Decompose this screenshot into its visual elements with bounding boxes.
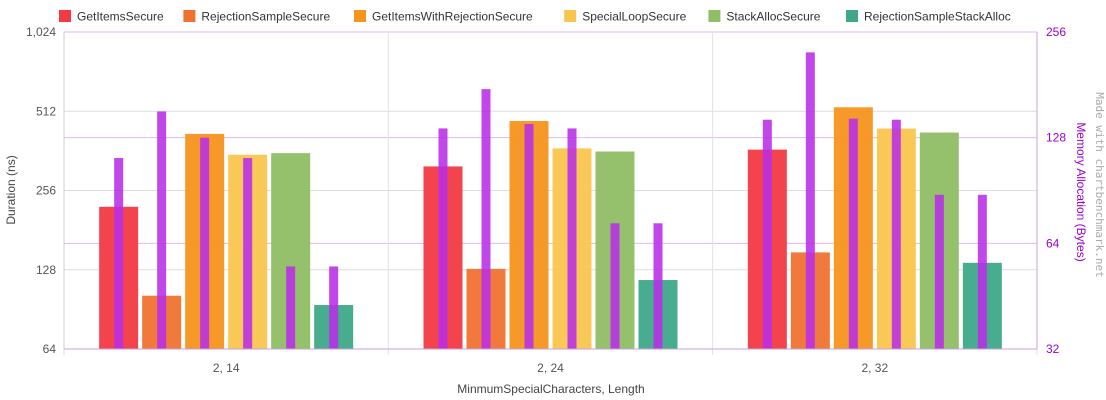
axes: 64 128 256 512 1,024 32 64 128 256 2, 14 2, 24 2, 3… bbox=[26, 25, 1066, 375]
allocation-bar bbox=[848, 118, 858, 349]
legend-swatch bbox=[708, 10, 721, 22]
y2-tick-label: 64 bbox=[1046, 236, 1060, 250]
allocation-bar bbox=[524, 124, 534, 349]
legend-swatch bbox=[846, 10, 858, 22]
allocation-bar bbox=[610, 223, 620, 349]
legend-item[interactable]: GetItemsSecure bbox=[77, 10, 164, 24]
allocation-bar bbox=[891, 119, 901, 349]
allocation-bar bbox=[243, 158, 253, 349]
allocation-bar bbox=[157, 111, 167, 349]
allocation-bar bbox=[200, 137, 210, 349]
legend-swatch bbox=[354, 10, 366, 22]
legend: GetItemsSecure RejectionSampleSecure GetIt… bbox=[59, 10, 1011, 24]
allocation-bar bbox=[977, 194, 987, 349]
legend-item[interactable]: StackAllocSecure bbox=[726, 10, 820, 24]
x-tick-label: 2, 24 bbox=[537, 361, 564, 375]
duration-bars bbox=[99, 107, 1002, 349]
y-tick-label: 512 bbox=[36, 104, 56, 118]
legend-item[interactable]: RejectionSampleStackAlloc bbox=[864, 10, 1011, 24]
y-tick-label: 64 bbox=[43, 342, 57, 356]
legend-swatch bbox=[59, 10, 71, 22]
x-axis-title: MinmumSpecialCharacters, Length bbox=[457, 382, 644, 396]
allocation-bar bbox=[567, 128, 577, 349]
y-axis-title: Duration (ns) bbox=[4, 155, 18, 224]
allocation-bar bbox=[438, 128, 448, 349]
y2-tick-label: 32 bbox=[1046, 342, 1060, 356]
legend-item[interactable]: RejectionSampleSecure bbox=[201, 10, 330, 24]
allocation-bar bbox=[653, 223, 663, 349]
y-tick-label: 128 bbox=[36, 263, 56, 277]
allocation-bar bbox=[286, 266, 296, 349]
allocation-bar bbox=[762, 119, 772, 349]
allocation-bar bbox=[934, 194, 944, 349]
y-tick-label: 1,024 bbox=[26, 25, 56, 39]
legend-item[interactable]: SpecialLoopSecure bbox=[582, 10, 686, 24]
allocation-bar bbox=[329, 266, 339, 349]
legend-swatch bbox=[183, 10, 196, 22]
allocation-bars bbox=[114, 52, 987, 349]
allocation-bar bbox=[481, 89, 491, 349]
y2-tick-label: 128 bbox=[1046, 131, 1066, 145]
x-tick-label: 2, 14 bbox=[213, 361, 240, 375]
allocation-bar bbox=[114, 158, 124, 349]
watermark: Made with chartbenchmark.net bbox=[1093, 92, 1106, 277]
y2-axis-title: Memory Allocation (Bytes) bbox=[1074, 122, 1088, 261]
y-tick-label: 256 bbox=[36, 184, 56, 198]
x-tick-label: 2, 32 bbox=[861, 361, 888, 375]
legend-item[interactable]: GetItemsWithRejectionSecure bbox=[372, 10, 533, 24]
allocation-bar bbox=[805, 52, 815, 349]
legend-swatch bbox=[564, 10, 577, 22]
y2-tick-label: 256 bbox=[1046, 25, 1066, 39]
